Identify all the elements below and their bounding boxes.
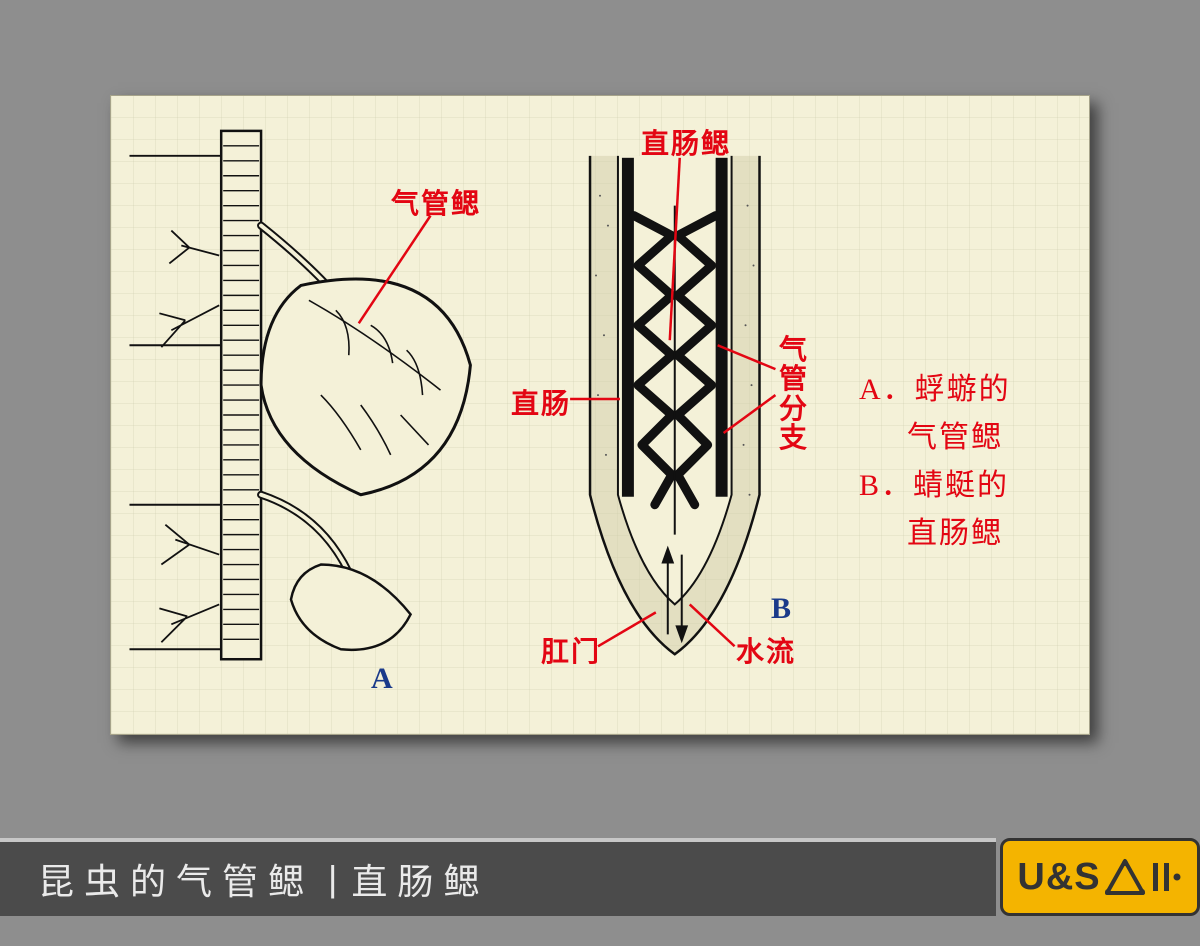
bars-icon [1149, 857, 1183, 897]
legend-b-line2: 直肠鳃 [859, 510, 1059, 558]
brand-badge: U&S [1000, 838, 1200, 916]
title-part2: 直肠鳃 [351, 853, 489, 905]
label-tracheal-gill: 气管鳃 [391, 182, 481, 222]
legend-a-line1: A．蜉蝣的 [859, 366, 1059, 414]
legend: A．蜉蝣的 气管鳃 B．蜻蜓的 直肠鳃 [859, 366, 1059, 558]
title-separator: | [328, 858, 337, 900]
panel-letter-b: B [771, 592, 791, 626]
label-water-flow: 水流 [736, 630, 796, 670]
triangle-icon [1103, 857, 1147, 897]
label-rectal-gill: 直肠鳃 [641, 122, 731, 162]
diagram-card: 气管鳃 直肠鳃 直肠 气管分支 肛门 水流 A B A．蜉蝣的 气管鳃 B．蜻蜓… [110, 95, 1090, 735]
badge-text: U&S [1017, 856, 1100, 899]
title-part1: 昆虫的气管鳃 [38, 853, 314, 905]
legend-a-line2: 气管鳃 [859, 414, 1059, 462]
legend-b-line1: B．蜻蜓的 [859, 462, 1059, 510]
label-rectum: 直肠 [511, 382, 571, 422]
footer-title: 昆虫的气管鳃 | 直肠鳃 [0, 838, 996, 916]
footer: 昆虫的气管鳃 | 直肠鳃 U&S [0, 838, 1200, 916]
label-trachea-branch: 气管分支 [779, 336, 809, 454]
panel-letter-a: A [371, 662, 393, 696]
label-anus: 肛门 [541, 630, 601, 670]
